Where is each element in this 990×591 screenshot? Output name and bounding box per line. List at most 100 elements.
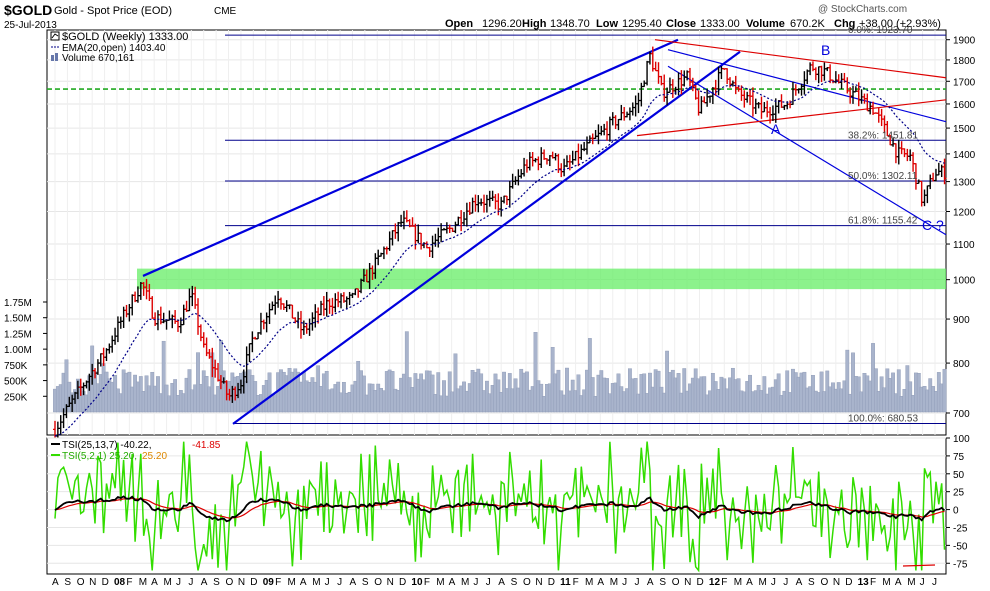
month-label-M: M [585, 577, 593, 588]
fib-label-fib_382: 38.2%: 1451.81 [848, 130, 918, 141]
month-label-D: D [102, 577, 109, 588]
volume-tick-label: 1.75M [4, 298, 32, 309]
ema-line [54, 80, 945, 437]
price-bars [53, 46, 947, 441]
month-label-10: 10 [411, 577, 423, 588]
low-label: Low [596, 18, 618, 30]
ohlc-readout: Open 1296.20 High 1348.70 Low 1295.40 Cl… [445, 18, 941, 30]
month-label-F: F [870, 577, 876, 588]
month-label-12: 12 [709, 577, 721, 588]
volume-bar [845, 349, 850, 413]
y-tick-label-800: 800 [953, 359, 970, 370]
month-label-J: J [325, 577, 330, 588]
month-label-O: O [226, 577, 234, 588]
tsi-tick-label: 25 [953, 488, 965, 499]
volume-bar [896, 369, 901, 413]
trend-lines [142, 38, 947, 425]
volume-bar [430, 374, 435, 413]
y-tick-label-1700: 1700 [953, 77, 976, 88]
month-label-O: O [672, 577, 680, 588]
trend-line-1 [142, 38, 679, 277]
month-label-J: J [932, 577, 937, 588]
month-label-F: F [424, 577, 430, 588]
month-label-M: M [164, 577, 172, 588]
trend-line-6 [654, 39, 947, 79]
volume-bar [682, 368, 687, 413]
legend-ema: EMA(20,open) 1403.40 [62, 43, 166, 54]
high-label: High [522, 18, 547, 30]
tsi-tick-label: 0 [953, 506, 959, 517]
legend-tsi-main-signal: -41.85 [192, 440, 221, 451]
month-label-N: N [238, 577, 245, 588]
fib-label-fib_500: 50.0%: 1302.11 [848, 171, 918, 182]
month-label-J: J [337, 577, 342, 588]
trend-line-4 [667, 65, 947, 236]
exchange: CME [214, 6, 237, 17]
month-label-J: J [920, 577, 925, 588]
month-label-11: 11 [560, 577, 571, 588]
month-label-M: M [312, 577, 320, 588]
volume-y-axis: 250K 500K 750K 1.00M 1.25M 1.50M 1.75M [4, 298, 47, 403]
volume-legend-swatch [51, 55, 54, 61]
y-tick-label-1500: 1500 [953, 124, 976, 135]
wave-label-c: C ? [922, 217, 944, 233]
price-legend: $GOLD (Weekly) 1333.00 EMA(20,open) 1403… [50, 31, 188, 64]
month-label-J: J [176, 577, 181, 588]
volume-bar [590, 377, 595, 413]
fib-label-fib_100: 100.0%: 680.53 [848, 414, 918, 425]
open-label: Open [445, 18, 473, 30]
trend-line-3 [667, 49, 947, 123]
month-label-F: F [573, 577, 579, 588]
tsi-legend: TSI(25,13,7) -40.22, -41.85 TSI(5,2,1) 2… [51, 440, 221, 462]
month-label-O: O [523, 577, 531, 588]
tsi-tick-label: -25 [953, 523, 968, 534]
volume-tick-label: 750K [4, 361, 28, 372]
month-label-M: M [287, 577, 295, 588]
volume-bar [453, 353, 458, 413]
month-label-08: 08 [114, 577, 126, 588]
fib-lines [225, 34, 946, 425]
month-label-S: S [213, 577, 220, 588]
volume-bar [642, 373, 647, 413]
month-label-J: J [622, 577, 627, 588]
low-value: 1295.40 [622, 18, 662, 30]
month-label-M: M [734, 577, 742, 588]
tsi-tick-label: 100 [953, 434, 970, 445]
volume-bar [587, 338, 592, 413]
tsi-fast-line [54, 441, 946, 573]
month-label-O: O [77, 577, 85, 588]
y-tick-label-900: 900 [953, 315, 970, 326]
volume-value: 670.2K [790, 18, 826, 30]
month-label-F: F [275, 577, 281, 588]
month-label-M: M [610, 577, 618, 588]
month-label-D: D [548, 577, 555, 588]
tsi-signal-line [54, 497, 945, 519]
legend-tsi-fast-signal: 25.20 [142, 451, 167, 462]
month-label-M: M [139, 577, 147, 588]
volume-bar [404, 331, 409, 413]
volume-bar [873, 368, 878, 413]
month-label-13: 13 [858, 577, 870, 588]
month-label-N: N [387, 577, 394, 588]
month-label-S: S [64, 577, 71, 588]
volume-bar [362, 375, 366, 413]
month-label-A: A [746, 577, 753, 588]
tsi-y-axis: 100 75 50 25 0 -25 -50 -75 [946, 434, 970, 570]
month-label-09: 09 [263, 577, 275, 588]
tsi-tick-label: -75 [953, 559, 968, 570]
month-label-D: D [697, 577, 704, 588]
y-tick-label-1300: 1300 [953, 178, 976, 189]
volume-bar [702, 376, 707, 413]
price-gridlines [47, 30, 946, 435]
chg-label: Chg [834, 18, 855, 30]
month-label-D: D [845, 577, 852, 588]
y-tick-label-1400: 1400 [953, 150, 976, 161]
y-tick-label-1100: 1100 [953, 240, 975, 251]
volume-bar [942, 368, 947, 413]
tsi-main-line [54, 495, 946, 523]
month-label-F: F [721, 577, 727, 588]
legend-tsi-fast: TSI(5,2,1) 25.20, [62, 451, 137, 462]
price-legend-swatch [50, 31, 60, 41]
volume-label: Volume [746, 18, 785, 30]
